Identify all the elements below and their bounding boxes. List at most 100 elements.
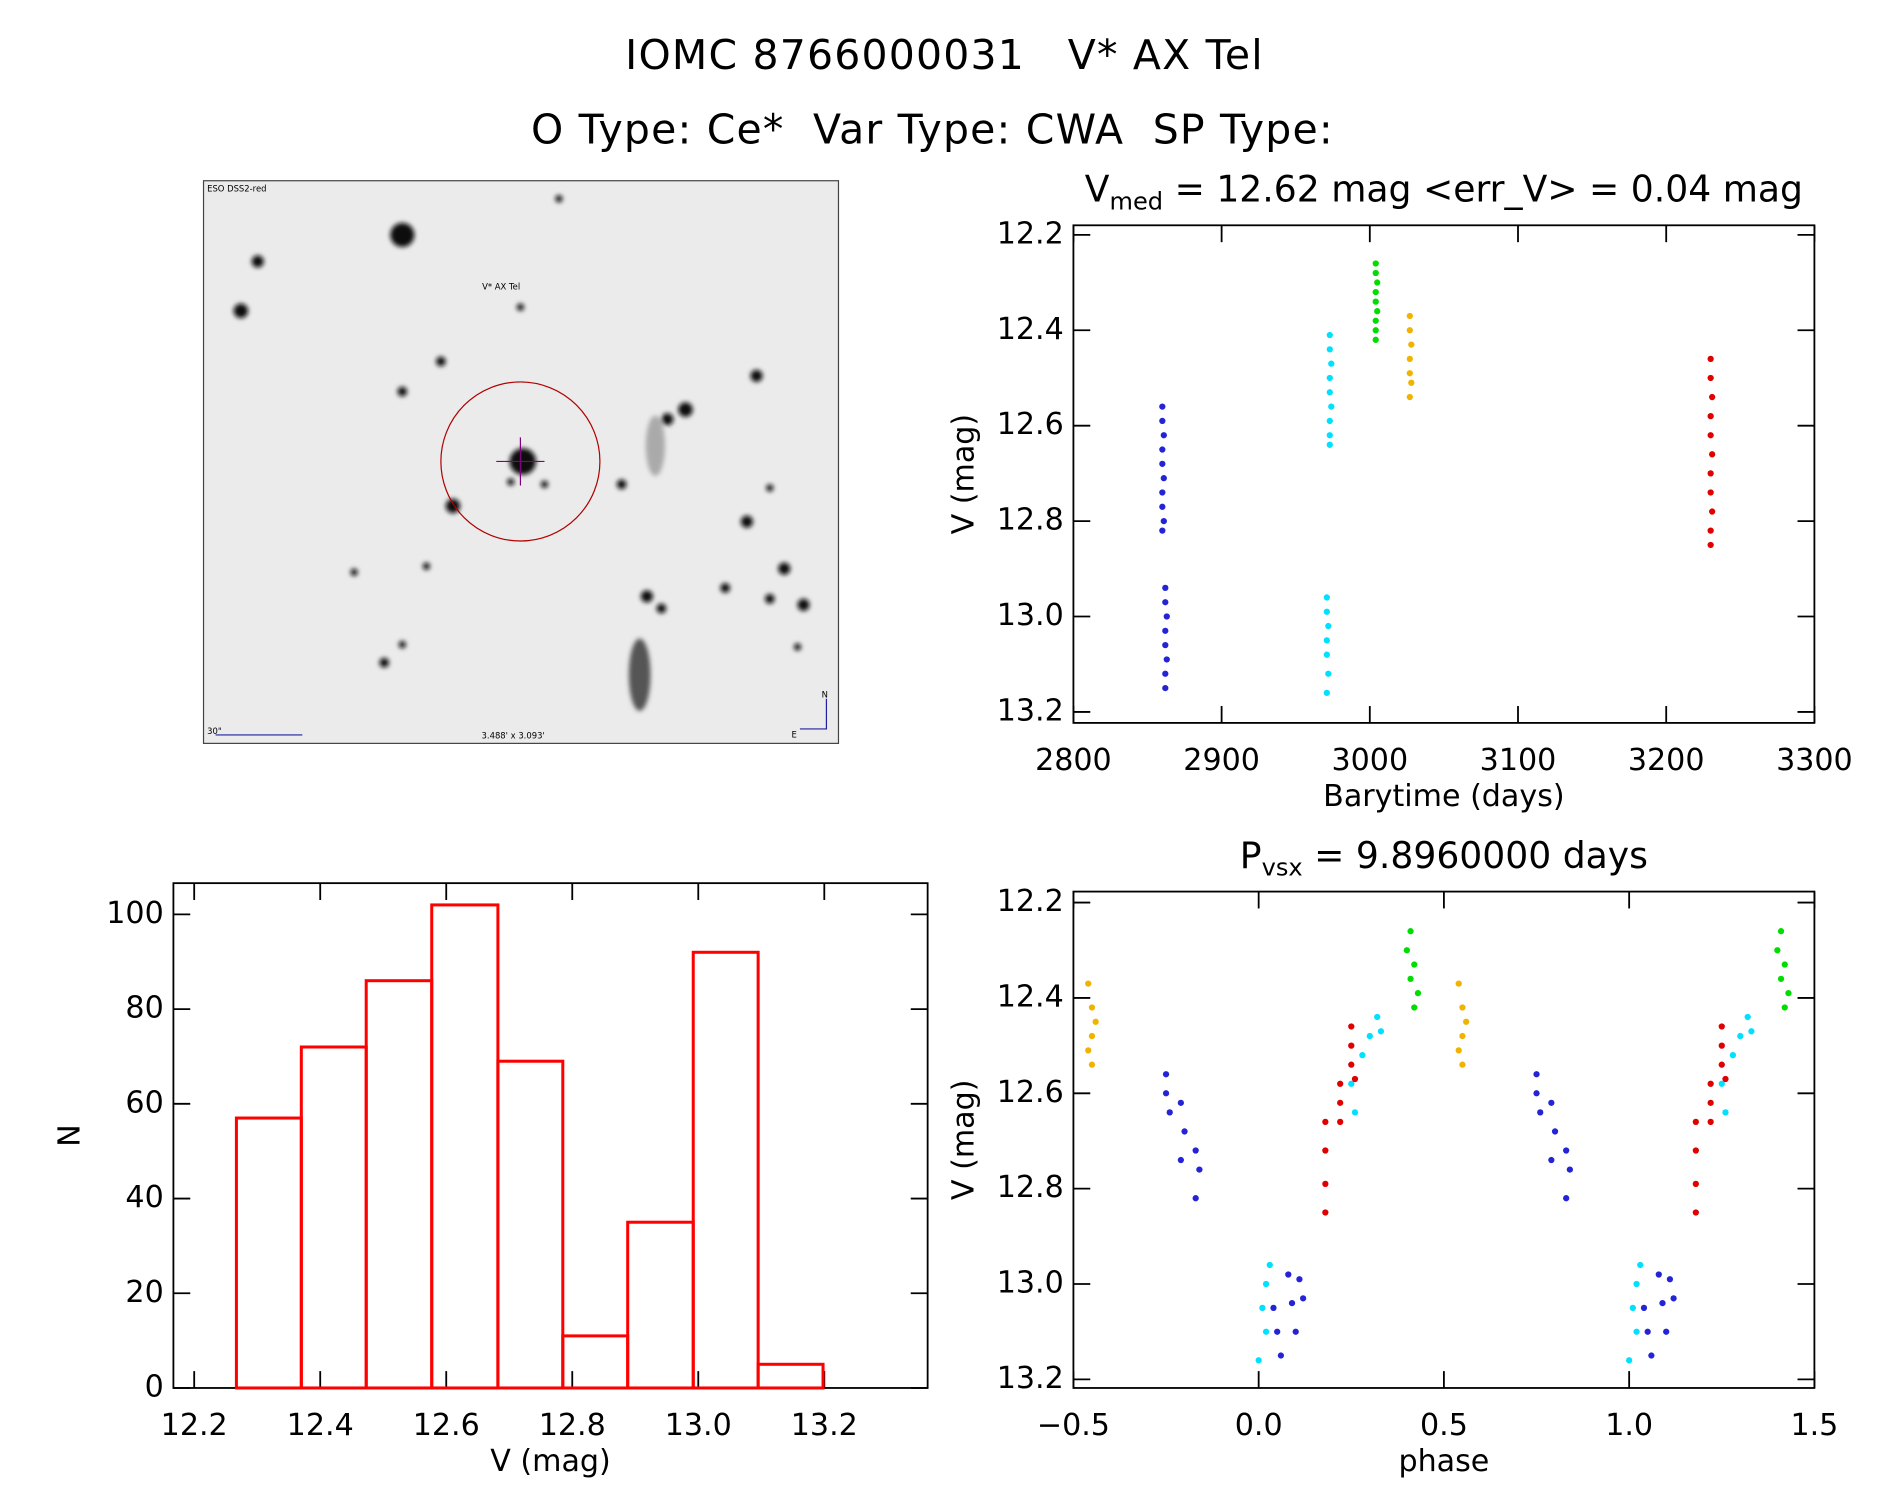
data-point	[1348, 1080, 1355, 1087]
data-point	[1372, 327, 1379, 334]
data-point	[1655, 1271, 1662, 1278]
y-tick-label: 12.6	[997, 407, 1064, 442]
y-tick-label: 12.2	[997, 884, 1064, 919]
data-point	[1537, 1109, 1544, 1116]
data-point	[1626, 1357, 1633, 1364]
data-point	[1177, 1099, 1184, 1106]
data-point	[1744, 1013, 1751, 1021]
y-axis-label: V (mag)	[946, 1079, 981, 1200]
y-tick-label: 80	[125, 991, 163, 1026]
data-point	[1162, 684, 1169, 692]
data-point	[1707, 541, 1714, 549]
data-point	[1406, 327, 1413, 334]
data-point	[1692, 1180, 1699, 1188]
data-point	[1692, 1147, 1699, 1154]
y-tick-label: 12.8	[997, 503, 1064, 538]
data-point	[1325, 622, 1332, 630]
target-label: V* AX Tel	[482, 281, 520, 291]
data-point	[1637, 1261, 1644, 1269]
y-tick-label: 60	[125, 1085, 163, 1120]
data-point	[1563, 1195, 1570, 1202]
data-point	[1366, 1032, 1373, 1040]
data-point	[1406, 312, 1413, 320]
figure-subtitle: O Type: Ce* Var Type: CWA SP Type:	[531, 106, 1334, 154]
title-part: vsx	[1262, 854, 1303, 882]
data-point	[1163, 656, 1170, 663]
data-point	[1707, 432, 1714, 439]
data-point	[1459, 1032, 1466, 1040]
x-tick-label: 2900	[1183, 743, 1260, 778]
data-point	[1292, 1328, 1299, 1335]
data-point	[1323, 637, 1330, 644]
data-point	[1337, 1118, 1344, 1126]
y-tick-label: 12.4	[997, 979, 1064, 1014]
data-point	[1085, 980, 1092, 987]
sky-image: ESO DSS2-red V* AX Tel 30" 3.488' x 3.09…	[202, 180, 840, 744]
data-point	[1196, 1166, 1203, 1173]
chart: V (mag) N 12.2 12.4 12.6 12.8 13.0 13.2 0 20 40 60 8…	[52, 882, 929, 1479]
data-point	[1325, 670, 1332, 677]
data-point	[1377, 1028, 1385, 1035]
data-point	[1640, 1304, 1648, 1311]
x-tick-label: 3300	[1776, 743, 1853, 778]
x-tick-label: −0.5	[1037, 1408, 1110, 1443]
data-point	[1162, 1090, 1170, 1097]
data-point	[1722, 1075, 1729, 1083]
x-tick-label: 13.0	[665, 1408, 732, 1443]
data-point	[1262, 1280, 1270, 1288]
data-point	[1737, 1032, 1744, 1040]
data-point	[1777, 975, 1785, 982]
data-point	[1692, 1118, 1699, 1126]
data-point	[1718, 1042, 1725, 1049]
data-point	[1322, 1118, 1329, 1126]
data-point	[1644, 1328, 1651, 1335]
data-point	[1160, 517, 1167, 525]
data-point	[1322, 1209, 1329, 1216]
chart-title: Pvsx = 9.8960000 days	[1240, 834, 1648, 882]
y-tick-label: 100	[106, 896, 163, 931]
data-point	[1192, 1195, 1199, 1202]
data-point	[1374, 1013, 1381, 1021]
data-point	[1774, 947, 1781, 954]
x-tick-label: 1.5	[1790, 1408, 1838, 1443]
data-point	[1159, 460, 1166, 467]
data-point	[1088, 1032, 1096, 1040]
data-point	[1323, 651, 1330, 658]
data-point	[1162, 627, 1169, 634]
histogram-bar	[691, 950, 760, 1390]
data-point	[1707, 489, 1714, 496]
data-point	[1707, 1118, 1714, 1126]
data-point	[1709, 508, 1716, 515]
data-point	[1707, 413, 1714, 420]
data-point	[1359, 1052, 1366, 1059]
data-point	[1666, 1276, 1674, 1283]
data-point	[1085, 1047, 1092, 1054]
data-point	[1192, 1147, 1199, 1154]
data-point	[1328, 360, 1335, 367]
east-label: E	[791, 729, 796, 739]
data-point	[1326, 374, 1333, 382]
data-point	[1372, 336, 1379, 343]
data-point	[1162, 642, 1169, 649]
y-tick-label: 12.8	[997, 1170, 1064, 1205]
data-point	[1285, 1271, 1292, 1278]
histogram-bar	[299, 1045, 368, 1390]
title-part: P	[1240, 834, 1262, 877]
data-point	[1337, 1099, 1344, 1106]
histogram-bar	[756, 1362, 825, 1390]
data-point	[1270, 1304, 1277, 1311]
data-point	[1406, 355, 1413, 363]
data-point	[1408, 379, 1415, 386]
data-point	[1648, 1352, 1655, 1359]
data-point	[1707, 527, 1714, 534]
data-point	[1659, 1299, 1666, 1307]
data-point	[1322, 1147, 1329, 1154]
data-point	[1160, 432, 1167, 439]
data-point	[1374, 279, 1381, 286]
data-point	[1374, 308, 1381, 315]
chart-title: Vmed = 12.62 mag <err_V> = 0.04 mag	[1085, 168, 1803, 216]
field-label: 3.488' x 3.093'	[482, 731, 545, 741]
data-point	[1092, 1018, 1099, 1025]
y-tick-label: 13.0	[997, 1266, 1064, 1301]
data-point	[1718, 1080, 1725, 1087]
